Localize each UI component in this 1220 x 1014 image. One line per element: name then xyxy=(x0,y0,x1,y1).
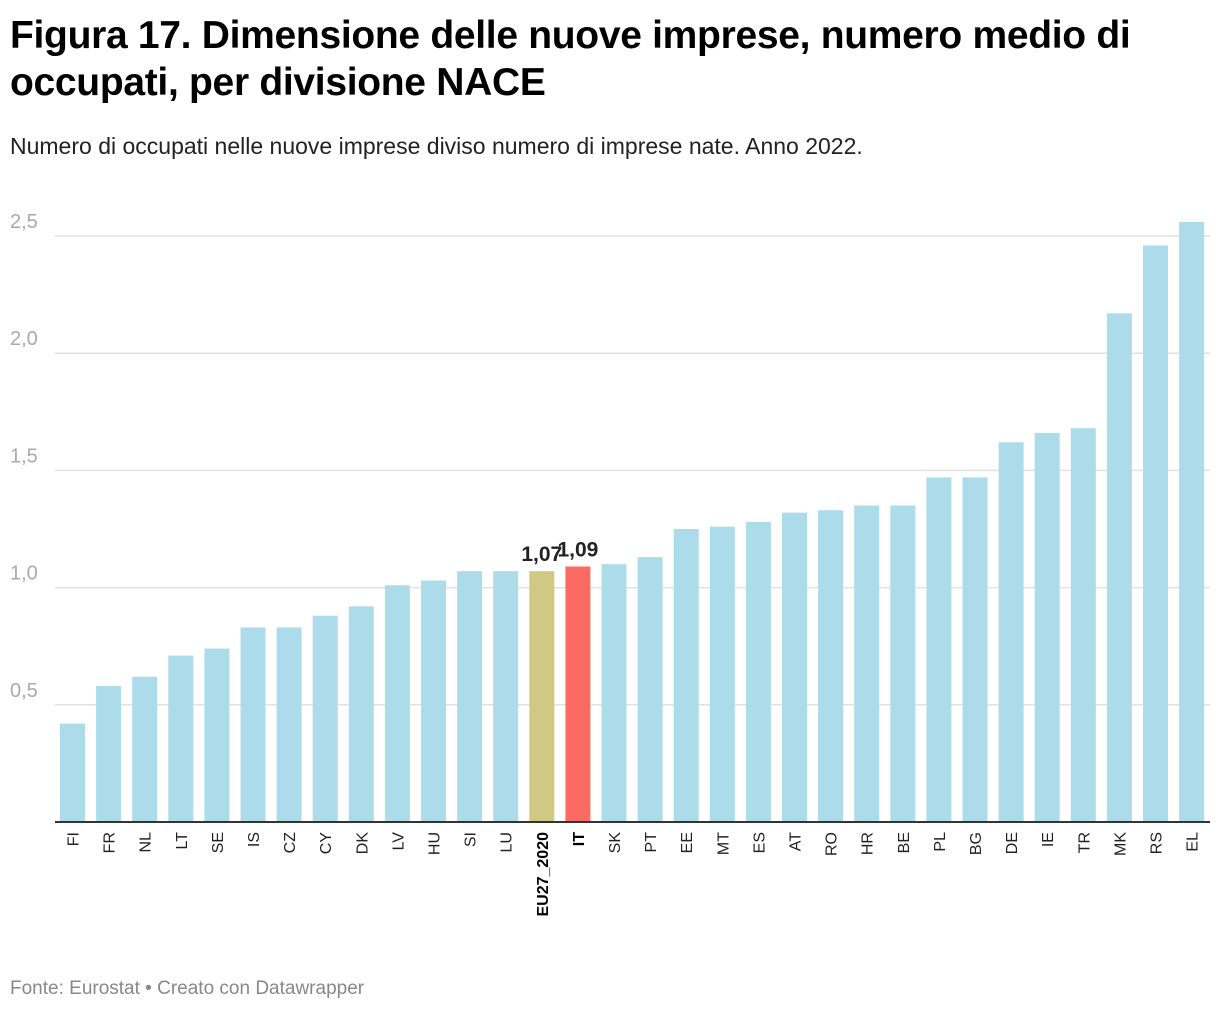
bar-at xyxy=(782,512,807,822)
x-tick-label: DK xyxy=(354,832,371,855)
x-tick-label: EE xyxy=(679,832,696,853)
bar-it xyxy=(565,566,591,822)
bar-dk xyxy=(348,606,374,822)
bar-hr xyxy=(854,505,880,822)
bar-ro xyxy=(818,510,844,822)
bar-el xyxy=(1179,221,1205,822)
x-tick-label: ES xyxy=(751,832,768,853)
source-footer: Fonte: Eurostat • Creato con Datawrapper xyxy=(10,978,365,999)
bar-mt xyxy=(709,526,735,822)
bar-chart: 0,5 1,0 1,5 2,0 2,5 FI FR NL LT SE IS CZ CY DK LV HU SI… xyxy=(10,211,1210,917)
bar-be xyxy=(890,505,916,822)
x-tick-label: RO xyxy=(824,832,841,856)
x-tick-label: MK xyxy=(1112,832,1129,856)
value-label-eu27-2020: 1,07 xyxy=(521,543,562,566)
x-tick-label: PL xyxy=(932,832,949,852)
bar-pt xyxy=(637,557,663,822)
bar-sk xyxy=(601,564,627,822)
x-tick-label: EU27_2020 xyxy=(535,832,552,917)
bar-cy xyxy=(312,615,338,822)
x-tick-label: SI xyxy=(463,832,480,847)
x-tick-label: PT xyxy=(643,832,660,853)
y-tick-label: 1,5 xyxy=(10,445,38,467)
x-tick-label: DE xyxy=(1004,832,1021,854)
bar-lu xyxy=(493,571,519,822)
bars xyxy=(60,221,1205,823)
x-tick-label: LV xyxy=(390,832,407,851)
x-tick-label: LU xyxy=(499,832,516,852)
x-tick-label: BE xyxy=(896,832,913,853)
x-tick-label: SE xyxy=(210,832,227,853)
bar-lv xyxy=(384,585,410,822)
x-tick-label: HR xyxy=(860,832,877,855)
x-tick-label: EL xyxy=(1185,832,1202,852)
x-tick-label: IS xyxy=(246,832,263,847)
bar-mk xyxy=(1106,313,1132,822)
value-label-it: 1,09 xyxy=(557,539,598,562)
bar-lt xyxy=(168,655,194,822)
chart-title: Figura 17. Dimensione delle nuove impres… xyxy=(10,14,1131,104)
bar-ie xyxy=(1034,432,1060,822)
x-axis: FI FR NL LT SE IS CZ CY DK LV HU SI LU EU27_2020 IT SK P… xyxy=(55,821,1210,917)
bar-bg xyxy=(962,477,988,822)
x-tick-label: CY xyxy=(318,832,335,855)
y-tick-label: 2,0 xyxy=(10,328,38,350)
x-tick-label: TR xyxy=(1076,832,1093,853)
bar-si xyxy=(457,571,483,822)
x-tick-label: FR xyxy=(102,832,119,853)
x-tick-label: RS xyxy=(1149,832,1166,854)
x-tick-label: AT xyxy=(788,832,805,851)
y-tick-label: 0,5 xyxy=(10,680,38,702)
x-tick-label: NL xyxy=(138,832,155,853)
x-tick-label: LT xyxy=(174,832,191,850)
bar-es xyxy=(745,521,771,822)
x-tick-label: IT xyxy=(571,832,588,846)
y-tick-label: 1,0 xyxy=(10,563,38,585)
bar-pl xyxy=(926,477,952,822)
bar-fi xyxy=(60,723,85,822)
bar-tr xyxy=(1070,428,1096,822)
bar-cz xyxy=(276,627,302,822)
x-tick-label: MT xyxy=(715,832,732,855)
x-tick-label: CZ xyxy=(282,832,299,854)
bar-se xyxy=(204,648,230,822)
bar-eu27-2020 xyxy=(529,571,555,822)
x-tick-label: BG xyxy=(968,832,985,855)
bar-is xyxy=(240,627,266,822)
bar-fr xyxy=(96,686,122,822)
bar-ee xyxy=(673,529,699,822)
y-tick-label: 2,5 xyxy=(10,211,38,233)
x-tick-label: HU xyxy=(427,832,444,855)
bar-de xyxy=(998,442,1024,822)
chart-subtitle: Numero di occupati nelle nuove imprese d… xyxy=(10,133,863,159)
labels: 1,071,09 xyxy=(521,539,598,567)
x-tick-label: FI xyxy=(66,832,83,846)
bar-rs xyxy=(1143,245,1168,823)
bar-hu xyxy=(421,580,446,822)
x-tick-label: IE xyxy=(1040,832,1057,847)
x-tick-label: SK xyxy=(607,832,624,854)
bar-nl xyxy=(132,676,158,822)
